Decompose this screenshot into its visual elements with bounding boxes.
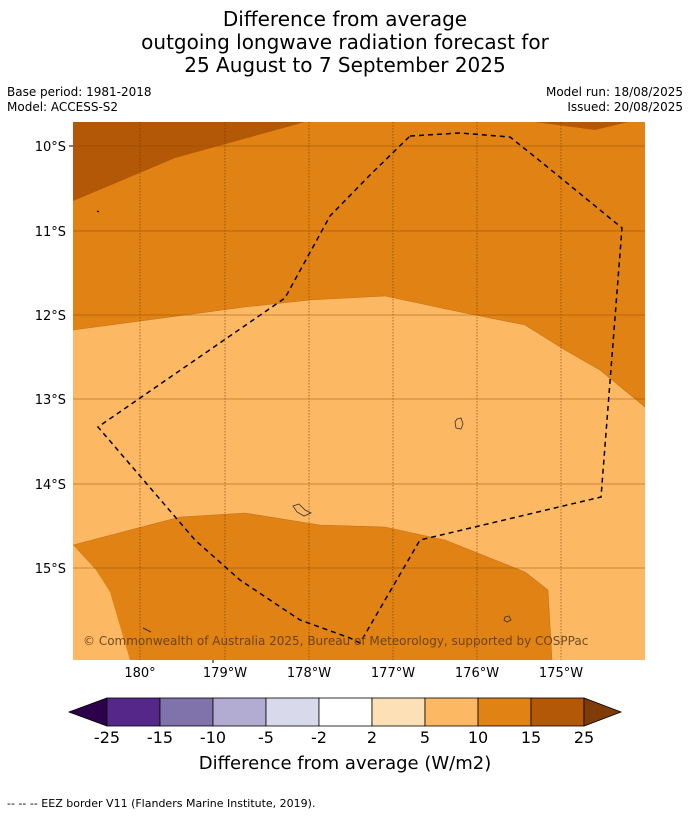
map: © Commonwealth of Australia 2025, Bureau… [35,122,645,681]
colorbar-tick: 25 [573,728,595,747]
colorbar-segment [106,697,161,727]
model-run: Model run: 18/08/2025 [545,85,683,99]
colorbar-segment [265,697,320,727]
colorbar-segment [477,697,532,727]
issued-date: Issued: 20/08/2025 [567,100,683,114]
lat-label: 14°S [35,478,66,493]
band-10-15-north [73,122,645,407]
colorbar [67,697,623,727]
lon-label: 180° [124,666,155,681]
lat-label: 15°S [35,562,66,577]
colorbar-segment [371,697,426,727]
colorbar-segment [530,697,585,727]
island-north [96,210,100,213]
footnote: -- -- -- EEZ border V11 (Flanders Marine… [7,797,316,810]
lon-label: 175°W [539,666,583,681]
colorbar-segment [212,697,267,727]
colorbar-tick: -2 [311,728,327,747]
meta-right: Model run: 18/08/2025 Issued: 20/08/2025 [546,85,683,115]
lon-label: 176°W [455,666,499,681]
lon-label: 179°W [203,666,247,681]
colorbar-title: Difference from average (W/m2) [198,753,492,774]
colorbar-segment [159,697,214,727]
colorbar-extend-low [67,697,108,727]
colorbar-segment [424,697,479,727]
colorbar-tick: -10 [199,728,227,747]
colorbar-tick: 5 [419,728,431,747]
colorbar-segment [318,697,373,727]
model-name: Model: ACCESS-S2 [7,100,119,114]
island-south [503,615,512,623]
colorbar-extend-high [583,697,623,727]
base-period: Base period: 1981-2018 [7,85,152,99]
island-east [454,417,464,430]
chart-title: Difference from average outgoing longwav… [0,8,690,77]
lon-label: 178°W [287,666,331,681]
band-10-15-south [73,513,552,660]
lat-label: 13°S [35,393,66,408]
title-line-2: outgoing longwave radiation forecast for [141,30,549,54]
meta-left: Base period: 1981-2018 Model: ACCESS-S2 [7,85,152,115]
band-15-25-northwest [73,122,305,201]
island-west [292,503,312,517]
band-15-25-northeast [535,122,628,130]
colorbar-tick: 10 [467,728,489,747]
colorbar-tick: 15 [520,728,542,747]
lat-label: 11°S [35,225,66,240]
island-southwest [142,627,152,633]
lat-labels: 10°S 11°S 12°S 13°S 14°S 15°S [35,140,66,577]
lat-label: 10°S [35,140,66,155]
title-line-1: Difference from average [222,7,468,31]
colorbar-tick: -15 [146,728,174,747]
eez-border [96,132,623,644]
title-line-3: 25 August to 7 September 2025 [184,53,506,77]
colorbar-tick: -5 [258,728,274,747]
colorbar-tick: -25 [93,728,121,747]
lon-labels: 180° 179°W 178°W 177°W 176°W 175°W [124,666,583,681]
colorbar-tick: 2 [366,728,378,747]
copyright-text: © Commonwealth of Australia 2025, Bureau… [83,634,588,648]
lon-label: 177°W [371,666,415,681]
lat-label: 12°S [35,309,66,324]
